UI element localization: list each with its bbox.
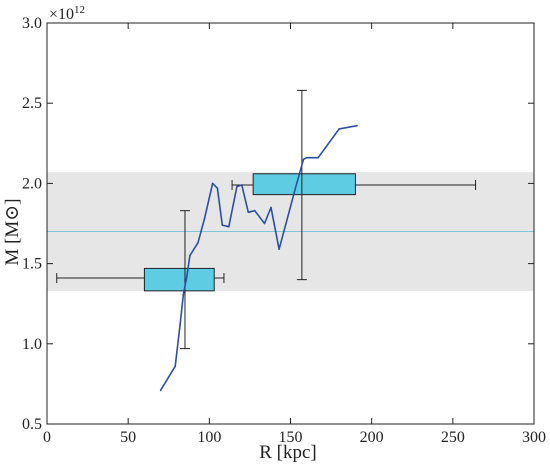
- series-line-1: [159, 124, 358, 391]
- series-point: [159, 389, 162, 392]
- series-point: [211, 182, 214, 185]
- series-point: [241, 184, 243, 186]
- series-point: [174, 365, 177, 368]
- series-point: [278, 248, 280, 250]
- y-tick-label: 1.5: [22, 256, 42, 273]
- series-point: [228, 225, 230, 228]
- series-point: [236, 185, 238, 188]
- y-tick-label: 2.0: [22, 175, 42, 192]
- series-point: [302, 158, 305, 161]
- series-point: [294, 187, 297, 190]
- box-rect: [143, 267, 215, 292]
- series-point: [221, 224, 224, 226]
- box-marker-2: [231, 89, 477, 281]
- y-tick-label: 0.5: [22, 416, 42, 433]
- series-point: [305, 156, 308, 159]
- y-axis-multiplier-base: ×10: [49, 6, 74, 23]
- y-tick-label: 3.0: [22, 15, 42, 32]
- y-axis-label: M [M⊙]: [2, 198, 23, 265]
- box-rect: [252, 173, 356, 196]
- y-tick-label: 2.5: [22, 95, 42, 112]
- x-tick-label: 150: [279, 429, 303, 446]
- series-point: [356, 124, 358, 127]
- x-axis-label: R [kpc]: [259, 442, 317, 463]
- series-point: [286, 217, 289, 220]
- x-tick-label: 100: [197, 429, 221, 446]
- series-point: [247, 211, 250, 214]
- series-point: [270, 206, 272, 209]
- series-point: [253, 209, 256, 212]
- series-point: [185, 277, 188, 279]
- series-point: [182, 293, 185, 295]
- series-point: [317, 156, 319, 159]
- axes: 0 50 100 150 200 250 300 0.5 1.0 1.5 2.0 2.5 3.0: [22, 15, 546, 446]
- y-axis-multiplier: ×1012: [49, 4, 85, 23]
- series-point: [216, 187, 219, 190]
- series-point: [179, 323, 181, 326]
- y-tick-label: 1.0: [22, 336, 42, 353]
- plot-area: [47, 89, 534, 392]
- box-marker-1: [56, 210, 225, 350]
- x-tick-label: 300: [522, 429, 546, 446]
- series-point: [197, 241, 199, 244]
- x-tick-label: 50: [120, 429, 136, 446]
- series-point: [203, 217, 206, 220]
- series-point: [263, 222, 266, 225]
- series-point: [189, 254, 191, 257]
- x-tick-label: 200: [360, 429, 384, 446]
- series-point: [338, 128, 341, 130]
- y-axis-multiplier-exponent: 12: [74, 4, 85, 16]
- x-tick-label: 250: [441, 429, 465, 446]
- x-tick-label: 0: [43, 429, 51, 446]
